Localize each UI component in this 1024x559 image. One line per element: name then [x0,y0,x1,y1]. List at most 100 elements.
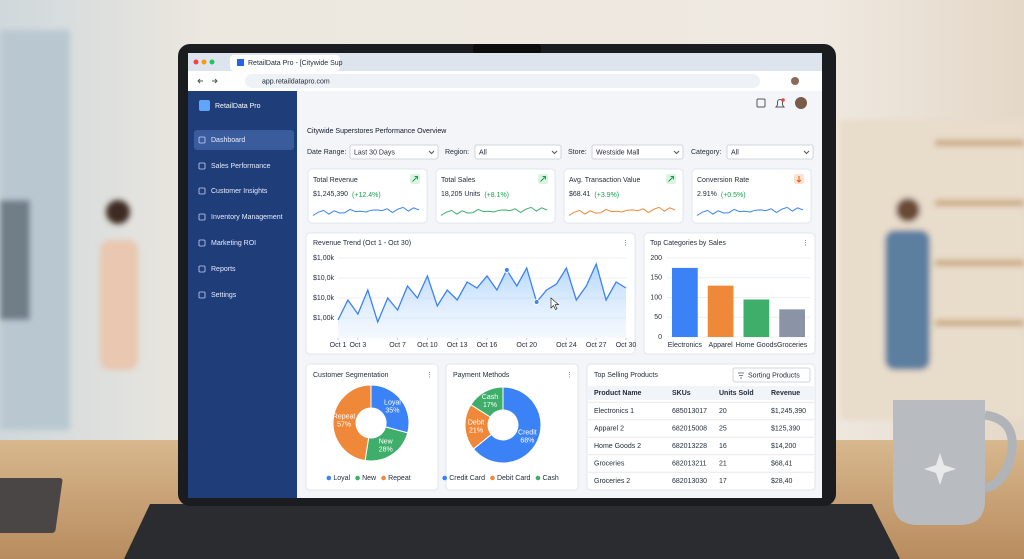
legend-label: New [362,475,377,482]
table-header: Product Name [594,390,642,397]
y-tick-label: $1,00k [313,315,335,322]
table-cell: 685013017 [672,408,707,415]
filter-label: Store: [568,149,587,156]
chart-title: Customer Segmentation [313,372,389,379]
notebook [0,478,63,533]
menu-dots: ⋮ [622,240,629,247]
line-area [338,264,626,338]
brand-logo [199,100,210,111]
legend-swatch [535,475,541,481]
url: app.retaildatapro.com [262,78,330,85]
address-bar[interactable] [245,74,760,88]
legend-label: Debit Card [497,475,531,482]
sort-dropdown[interactable] [732,367,811,383]
table-cell: 682015008 [672,425,707,432]
filter-select[interactable] [726,144,814,160]
table-title: Top Selling Products [594,372,658,379]
table-cell: Apparel 2 [594,425,624,432]
kpi-label: Conversion Rate [697,177,749,184]
kpi-value: 18,205 Units [441,191,481,198]
table-cell: 20 [719,408,727,415]
kpi-change: (+3.9%) [594,192,619,199]
y-tick-label: $1,00k [313,255,335,262]
nav-item[interactable]: Reports [211,266,236,273]
kpi-label: Avg. Transaction Value [569,177,640,184]
table-cell: 682013228 [672,443,707,450]
legend-swatch [326,475,332,481]
table-cell: 25 [719,425,727,432]
slice-value: 57% [337,422,351,429]
y-tick-label: 200 [650,255,662,262]
y-tick-label: 0 [658,334,662,341]
nav-item[interactable]: Inventory Management [211,214,283,221]
sparkline [312,206,420,216]
camera-notch [473,44,541,54]
x-tick-label: Oct 3 [349,342,366,349]
filter-select[interactable] [591,144,684,160]
legend-swatch [355,475,360,481]
table-cell: $14,200 [771,443,796,450]
nav-item[interactable]: Settings [211,292,237,299]
table-cell: 17 [719,478,727,485]
x-tick-label: Oct 27 [586,342,607,349]
nav-item[interactable]: Marketing ROI [211,240,256,247]
profile-avatar[interactable] [791,77,799,85]
pie-slice [370,384,410,434]
table-cell: 16 [719,443,727,450]
sort-icon [738,372,744,379]
pie-slice [472,386,542,464]
menu-dots: ⋮ [802,240,809,247]
kpi-label: Total Revenue [313,177,358,184]
chart-title: Revenue Trend (Oct 1 - Oct 30) [313,240,411,247]
chart-title: Top Categories by Sales [650,240,726,247]
chevron [428,150,435,155]
kpi-change: (+12.4%) [352,192,381,199]
slice-label: Loyal [384,399,401,406]
legend-label: Loyal [333,475,350,482]
slice-label: Repeat [333,414,356,421]
nav-icon [198,136,206,144]
nav-icon [198,265,206,273]
pie-slice [470,386,504,418]
x-tick-label: Electronics [668,342,703,349]
line [337,262,627,324]
card [305,363,439,491]
bell-icon[interactable] [775,99,785,108]
calendar-icon[interactable] [756,98,766,108]
slice-value: 35% [385,407,399,414]
bar [672,267,698,337]
bar [743,299,770,337]
sparkline [696,206,804,216]
kpi-value: $1,245,390 [313,191,348,198]
point [503,267,510,273]
x-tick-label: Oct 30 [616,342,637,349]
filter-select[interactable] [474,144,562,160]
filter-value: All [479,149,487,156]
x-tick-label: Oct 20 [516,342,537,349]
table-cell: 682013211 [672,460,707,467]
mug-handle [983,410,1017,493]
filter-label: Date Range: [307,149,346,156]
window-max[interactable] [209,59,215,65]
filter-select[interactable] [349,144,439,160]
slice-value: 28% [379,446,393,453]
nav-item[interactable]: Dashboard [211,137,245,144]
table-cell: $125,390 [771,425,800,432]
slice-label: Debit [468,419,484,426]
slice-label: Cash [482,394,498,401]
user-avatar[interactable] [795,97,807,109]
window-min[interactable] [201,59,207,65]
slice-value: 17% [483,402,497,409]
kpi-label: Total Sales [441,177,476,184]
tab-title: RetailData Pro - [Citywide Sup [248,60,343,67]
nav-item[interactable]: Sales Performance [211,163,271,170]
x-tick-label: Apparel [709,342,734,349]
point [533,299,540,305]
legend-swatch [381,475,386,481]
table-header: Revenue [771,390,800,397]
window-close[interactable] [193,59,199,65]
filter-value: Last 30 Days [354,149,395,156]
nav-arrows[interactable] [197,78,218,84]
nav-item[interactable]: Customer Insights [211,188,268,195]
browser-tab[interactable] [230,55,340,71]
